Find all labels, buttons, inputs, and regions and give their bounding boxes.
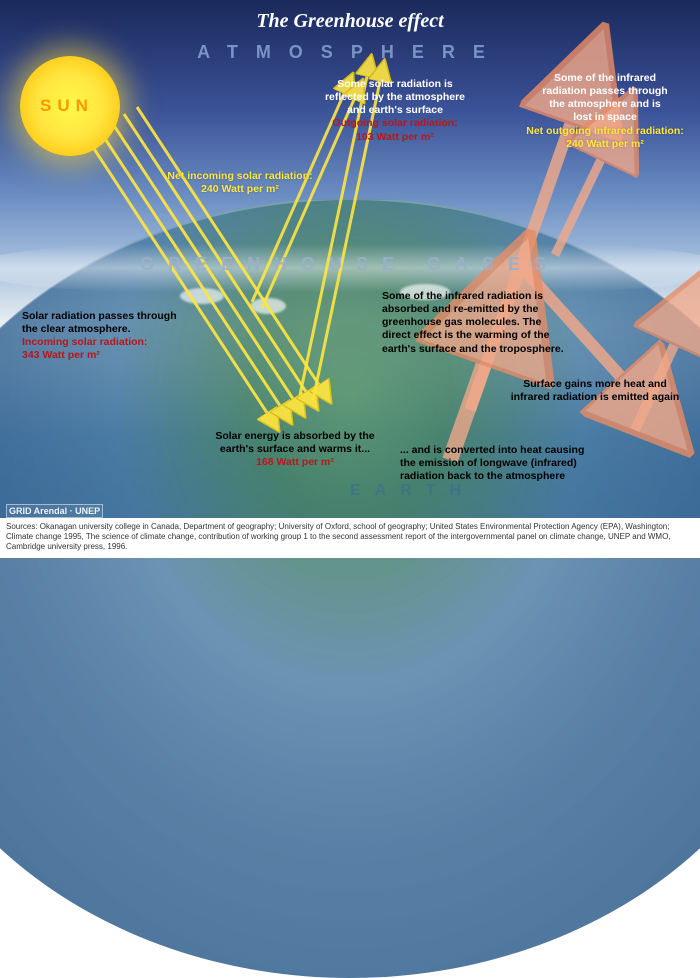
cloud [250, 298, 286, 314]
diagram-title: The Greenhouse effect [0, 10, 700, 33]
sources-footer: Sources: Okanagan university college in … [0, 518, 700, 558]
earth-label: EARTH [350, 482, 475, 500]
text-surface-gain: Surface gains more heat and infrared rad… [500, 378, 690, 404]
text-outgoing-ir: Some of the infrared radiation passes th… [520, 72, 690, 151]
source-logo: GRID Arendal · UNEP [6, 504, 103, 518]
text-longwave: ... and is converted into heat causing t… [400, 444, 610, 483]
text-reflected: Some solar radiation is reflected by the… [310, 78, 480, 144]
sun-label: SUN [40, 96, 94, 116]
atmosphere-label: ATMOSPHERE [0, 42, 700, 63]
text-absorbed: Solar energy is absorbed by the earth's … [200, 430, 390, 469]
text-re-emitted: Some of the infrared radiation is absorb… [382, 290, 582, 356]
text-incoming: Solar radiation passes through the clear… [22, 310, 202, 363]
greenhouse-diagram: SUN The Greenhouse effect ATMOSPHERE GRE… [0, 0, 700, 558]
text-net-incoming: Net incoming solar radiation: 240 Watt p… [160, 170, 320, 196]
cloud [180, 288, 224, 304]
greenhouse-gases-label: GREENHOUSE GASES [0, 254, 700, 275]
